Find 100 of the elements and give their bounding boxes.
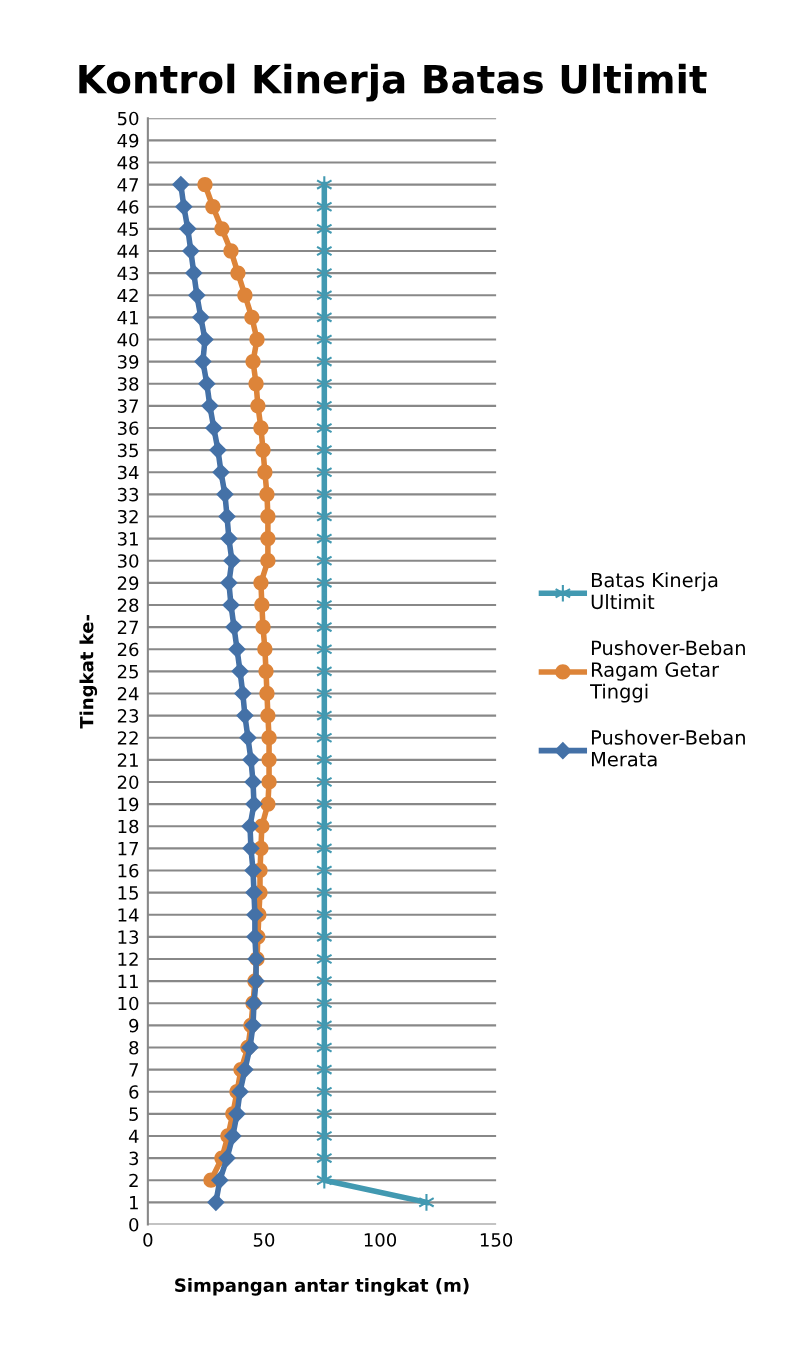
point xyxy=(188,286,206,305)
point xyxy=(244,773,262,791)
point xyxy=(211,1171,229,1190)
x-tick-label: 100 xyxy=(364,1233,397,1247)
point xyxy=(205,199,221,215)
y-tick-label: 44 xyxy=(117,244,139,258)
point xyxy=(260,707,276,724)
y-tick-label: 50 xyxy=(117,111,139,126)
point xyxy=(228,640,246,659)
point xyxy=(257,464,273,480)
y-tick-label: 0 xyxy=(129,1217,139,1232)
y-tick-label: 37 xyxy=(117,399,138,413)
chart-title: Kontrol Kinerja Batas Ultimit xyxy=(79,63,707,102)
y-tick-label: 47 xyxy=(117,178,138,192)
y-tick-label: 17 xyxy=(118,842,138,856)
point xyxy=(197,176,213,193)
point xyxy=(260,553,276,569)
point xyxy=(214,221,230,237)
y-tick-label: 41 xyxy=(117,311,138,325)
y-tick-label: 23 xyxy=(117,709,139,723)
x-tick-label: 0 xyxy=(143,1233,153,1247)
y-tick-label: 3 xyxy=(129,1151,139,1166)
y-axis-title: Tingkat ke- xyxy=(79,614,98,729)
point xyxy=(245,795,263,813)
y-tick-label: 4 xyxy=(128,1129,139,1143)
point xyxy=(258,663,274,679)
point xyxy=(248,376,264,392)
point xyxy=(245,353,261,370)
point xyxy=(201,397,219,415)
y-tick-label: 1 xyxy=(130,1196,138,1210)
y-tick-label: 32 xyxy=(117,509,138,524)
point xyxy=(171,175,190,194)
y-tick-label: 30 xyxy=(117,554,139,568)
legend-label: Batas Kinerja Ultimit xyxy=(591,572,718,610)
y-tick-label: 18 xyxy=(118,819,139,834)
point xyxy=(250,398,266,414)
y-tick-label: 16 xyxy=(118,863,139,878)
point xyxy=(212,463,230,482)
y-tick-label: 15 xyxy=(118,886,138,900)
y-tick-label: 29 xyxy=(117,576,139,590)
point xyxy=(418,1192,435,1212)
y-tick-label: 12 xyxy=(118,952,138,966)
point xyxy=(233,684,252,703)
point xyxy=(259,685,275,702)
y-tick-label: 13 xyxy=(118,930,139,944)
point xyxy=(260,508,276,525)
y-tick-label: 45 xyxy=(117,222,138,236)
y-tick-label: 7 xyxy=(129,1063,138,1077)
point xyxy=(184,264,203,282)
point xyxy=(225,618,243,636)
point xyxy=(244,309,260,325)
point xyxy=(231,662,249,681)
point xyxy=(253,420,269,436)
y-tick-label: 48 xyxy=(117,155,139,170)
y-tick-label: 19 xyxy=(118,797,139,812)
point xyxy=(228,1105,246,1123)
y-tick-label: 49 xyxy=(117,133,139,148)
y-tick-label: 22 xyxy=(117,731,138,745)
point xyxy=(261,774,277,790)
y-tick-label: 11 xyxy=(118,974,138,988)
point xyxy=(181,242,200,260)
y-tick-label: 21 xyxy=(117,753,138,767)
point xyxy=(197,374,216,393)
point xyxy=(260,796,276,812)
y-tick-label: 40 xyxy=(117,332,139,347)
y-tick-label: 10 xyxy=(118,996,139,1011)
point xyxy=(255,619,271,635)
y-tick-label: 42 xyxy=(117,288,138,303)
y-tick-label: 39 xyxy=(117,355,139,369)
point xyxy=(191,308,210,327)
point xyxy=(230,265,246,281)
y-tick-label: 6 xyxy=(129,1085,139,1099)
legend-label: Pushover-Beban Ragam Getar Tinggi xyxy=(590,640,745,703)
point xyxy=(246,928,264,946)
y-tick-label: 35 xyxy=(117,443,138,458)
point xyxy=(224,1127,242,1145)
point xyxy=(260,530,276,547)
point xyxy=(249,331,265,348)
x-tick-label: 150 xyxy=(480,1233,513,1247)
point xyxy=(236,1060,254,1079)
y-tick-label: 33 xyxy=(117,487,139,502)
point xyxy=(223,243,239,259)
point xyxy=(178,220,197,238)
y-tick-label: 36 xyxy=(117,421,139,436)
point xyxy=(175,197,193,216)
y-tick-label: 8 xyxy=(129,1040,139,1055)
x-axis-title: Simpangan antar tingkat (m) xyxy=(175,1278,469,1296)
point xyxy=(261,752,277,768)
y-tick-label: 24 xyxy=(117,686,139,701)
y-tick-label: 28 xyxy=(117,598,139,613)
y-tick-label: 31 xyxy=(117,532,138,546)
y-tick-label: 34 xyxy=(117,465,139,480)
y-tick-label: 20 xyxy=(117,775,139,790)
y-tick-label: 25 xyxy=(117,664,138,679)
point xyxy=(231,1082,249,1101)
point xyxy=(239,728,257,747)
y-tick-label: 9 xyxy=(129,1018,139,1033)
point xyxy=(255,442,271,458)
x-tick-label: 50 xyxy=(253,1233,275,1247)
y-tick-label: 5 xyxy=(129,1107,138,1121)
